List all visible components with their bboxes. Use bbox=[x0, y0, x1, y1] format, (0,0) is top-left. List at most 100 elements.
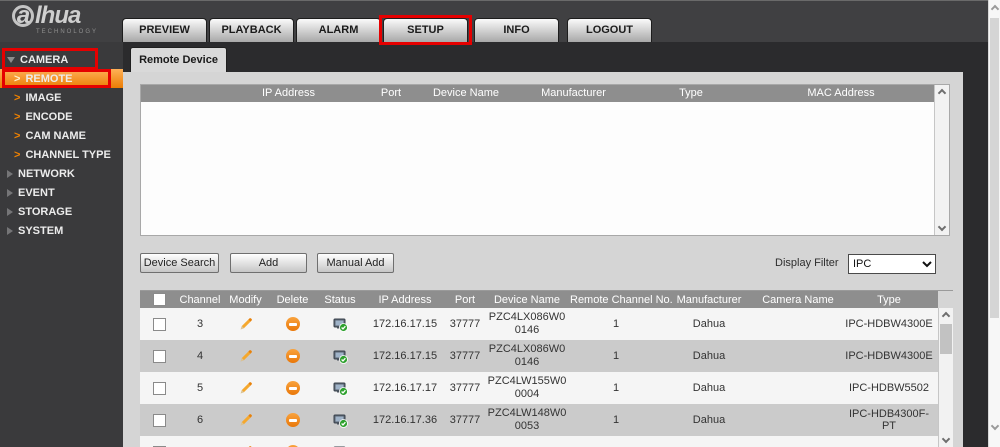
col-ip-address: IP Address bbox=[262, 87, 315, 99]
port-cell: 37777 bbox=[446, 308, 484, 340]
chevron-right-icon: > bbox=[14, 72, 21, 85]
tab-alarm[interactable]: ALARM bbox=[296, 18, 381, 42]
channel-cell: 3 bbox=[178, 308, 222, 340]
camera-name-cell bbox=[756, 340, 840, 372]
table-row: 5 172.16.17.17 37777 PZC4LW155W00004 1 D… bbox=[140, 372, 938, 404]
channel-cell: 7 bbox=[178, 436, 222, 447]
device-name-cell: PZC4LX086W00146 bbox=[484, 308, 570, 340]
tab-info[interactable]: INFO bbox=[474, 18, 559, 42]
table-row: 4 172.16.17.15 37777 PZC4LX086W00146 1 D… bbox=[140, 340, 938, 372]
delete-icon[interactable] bbox=[285, 445, 300, 447]
triangle-expanded-icon bbox=[7, 56, 15, 63]
modify-pencil-icon[interactable] bbox=[238, 349, 253, 364]
tab-setup[interactable]: SETUP bbox=[379, 15, 472, 45]
row-checkbox[interactable] bbox=[152, 413, 166, 427]
sidebar-group-camera[interactable]: CAMERA bbox=[0, 48, 123, 70]
sidebar-group-camera-label: CAMERA bbox=[20, 53, 69, 66]
col-port: Port bbox=[446, 291, 484, 308]
col-type: Type bbox=[840, 291, 938, 308]
type-cell: IPC-HDB4300F-PT bbox=[840, 404, 938, 436]
sidebar-item-channel-type[interactable]: > CHANNEL TYPE bbox=[0, 145, 123, 164]
scroll-down-icon[interactable] bbox=[941, 434, 951, 444]
manual-add-button[interactable]: Manual Add bbox=[317, 253, 394, 273]
status-connected-icon[interactable] bbox=[333, 381, 348, 396]
scroll-down-icon[interactable] bbox=[937, 222, 947, 232]
status-connected-icon[interactable] bbox=[333, 413, 348, 428]
dahua-logo-a-icon: a bbox=[12, 4, 34, 28]
sidebar-group-system[interactable]: SYSTEM bbox=[0, 221, 123, 240]
channel-cell: 5 bbox=[178, 372, 222, 404]
row-checkbox[interactable] bbox=[152, 445, 166, 447]
row-checkbox[interactable] bbox=[152, 381, 166, 395]
sidebar-item-remote-label: REMOTE bbox=[25, 72, 73, 85]
sidebar-item-image[interactable]: > IMAGE bbox=[0, 88, 123, 107]
delete-icon[interactable] bbox=[285, 349, 300, 363]
dahua-logo: a lhua TECHNOLOGY bbox=[12, 3, 122, 35]
channel-cell: 6 bbox=[178, 404, 222, 436]
add-button[interactable]: Add bbox=[230, 253, 307, 273]
row-checkbox[interactable] bbox=[152, 317, 166, 331]
sidebar-item-cam-name[interactable]: > CAM NAME bbox=[0, 126, 123, 145]
col-port: Port bbox=[380, 87, 402, 99]
scrollbar-thumb[interactable] bbox=[940, 324, 952, 354]
device-search-button[interactable]: Device Search bbox=[140, 253, 219, 273]
tab-preview[interactable]: PREVIEW bbox=[122, 18, 207, 42]
device-table-scrollbar[interactable] bbox=[938, 308, 953, 447]
port-cell: 37777 bbox=[446, 436, 484, 447]
chevron-right-icon: > bbox=[14, 148, 21, 161]
sidebar-group-event[interactable]: EVENT bbox=[0, 183, 123, 202]
row-checkbox[interactable] bbox=[152, 349, 166, 363]
ip-cell: 172.16.17.17 bbox=[364, 372, 446, 404]
search-table-scrollbar[interactable] bbox=[934, 85, 949, 235]
scroll-up-icon[interactable] bbox=[990, 4, 1000, 14]
tab-remote-device[interactable]: Remote Device bbox=[130, 47, 227, 72]
tab-playback[interactable]: PLAYBACK bbox=[209, 18, 294, 42]
device-name-cell: TestCam bbox=[484, 436, 570, 447]
scroll-up-icon[interactable] bbox=[937, 88, 947, 98]
display-filter-select[interactable]: IPC bbox=[848, 254, 936, 274]
sidebar-group-storage[interactable]: STORAGE bbox=[0, 202, 123, 221]
device-list-table-wrap: Channel Modify Delete Status IP Address … bbox=[140, 290, 953, 447]
col-delete: Delete bbox=[269, 291, 316, 308]
chevron-right-icon: > bbox=[14, 91, 21, 104]
ip-cell: 172.16.17.36 bbox=[364, 404, 446, 436]
sidebar-item-channel-type-label: CHANNEL TYPE bbox=[25, 148, 111, 161]
sidebar-group-storage-label: STORAGE bbox=[18, 205, 73, 218]
table-row: 7 172.16.17.37 37777 TestCam 1 Dahua IPC… bbox=[140, 436, 938, 447]
scrollbar-thumb[interactable] bbox=[990, 18, 999, 318]
select-all-header bbox=[140, 291, 178, 308]
delete-icon[interactable] bbox=[285, 381, 300, 395]
camera-name-cell bbox=[756, 372, 840, 404]
table-row: 3 172.16.17.15 37777 PZC4LX086W00146 1 D… bbox=[140, 308, 938, 340]
delete-icon[interactable] bbox=[285, 413, 300, 427]
sidebar-group-network[interactable]: NETWORK bbox=[0, 164, 123, 183]
tab-logout[interactable]: LOGOUT bbox=[567, 18, 652, 42]
modify-pencil-icon[interactable] bbox=[238, 317, 253, 332]
sidebar-item-remote[interactable]: > REMOTE bbox=[0, 69, 123, 88]
chevron-right-icon: > bbox=[14, 110, 21, 123]
scroll-down-icon[interactable] bbox=[990, 421, 1000, 431]
select-all-checkbox[interactable] bbox=[152, 293, 166, 306]
chevron-right-icon: > bbox=[14, 129, 21, 142]
sidebar-group-event-label: EVENT bbox=[18, 186, 55, 199]
modify-pencil-icon[interactable] bbox=[238, 381, 253, 396]
type-cell: IPC-HDBW5502 bbox=[840, 372, 938, 404]
delete-icon[interactable] bbox=[285, 317, 300, 331]
col-manufacturer: Manufacturer bbox=[541, 87, 606, 99]
camera-name-cell bbox=[756, 404, 840, 436]
browser-scrollbar[interactable] bbox=[988, 0, 1000, 447]
remote-channel-cell: 1 bbox=[570, 308, 662, 340]
table-row: 6 172.16.17.36 37777 PZC4LW148W00053 1 D… bbox=[140, 404, 938, 436]
sidebar-item-encode[interactable]: > ENCODE bbox=[0, 107, 123, 126]
col-remote-channel-no: Remote Channel No. bbox=[570, 291, 673, 308]
remote-channel-cell: 1 bbox=[570, 404, 662, 436]
main-content: Remote Device IP Address Port Device Nam… bbox=[123, 42, 963, 447]
device-name-cell: PZC4LW155W00004 bbox=[484, 372, 570, 404]
status-connected-icon[interactable] bbox=[333, 317, 348, 332]
manufacturer-cell: Dahua bbox=[662, 308, 756, 340]
status-connected-icon[interactable] bbox=[333, 349, 348, 364]
scroll-up-icon[interactable] bbox=[941, 311, 951, 321]
modify-pencil-icon[interactable] bbox=[238, 413, 253, 428]
col-type: Type bbox=[679, 87, 703, 99]
remote-channel-cell: 1 bbox=[570, 372, 662, 404]
